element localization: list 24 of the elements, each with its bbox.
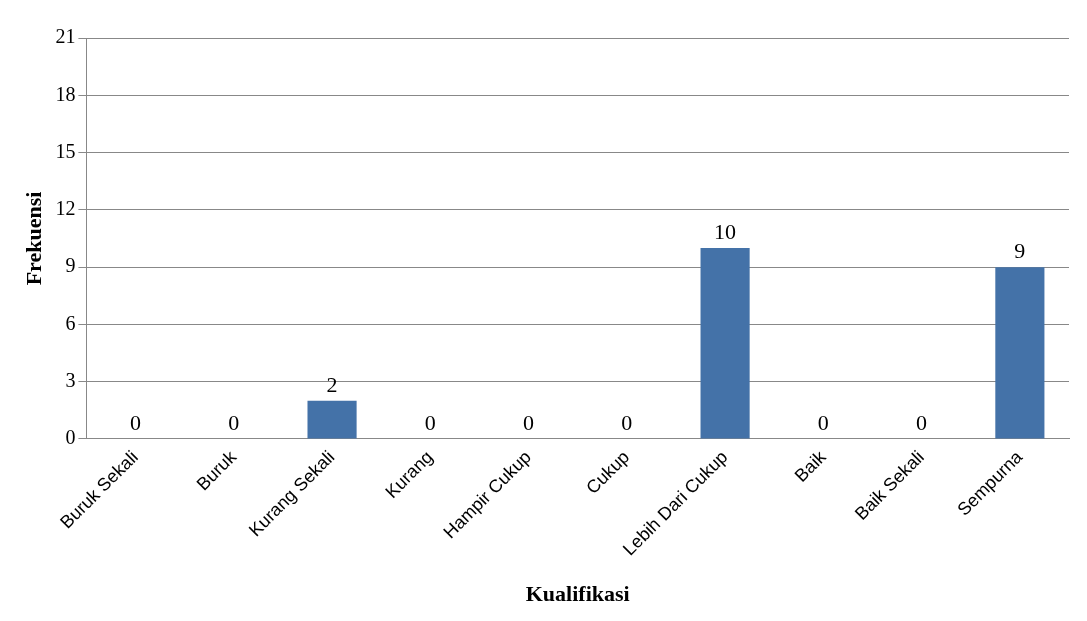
data-label: 10 [714, 218, 737, 244]
x-axis-title: Kualifikasi [525, 581, 630, 607]
data-label: 2 [326, 371, 338, 397]
y-tick-label: 0 [65, 426, 76, 449]
data-label: 0 [523, 409, 535, 435]
data-label: 0 [621, 409, 633, 435]
bar [995, 267, 1045, 439]
data-label: 0 [817, 409, 829, 435]
y-tick-label: 6 [65, 311, 76, 334]
bar [307, 400, 357, 439]
x-tick-label: Baik [790, 446, 831, 486]
y-axis-title: Frekuensi [20, 191, 46, 286]
y-tick-label: 18 [55, 82, 76, 105]
data-label: 0 [130, 409, 142, 435]
y-tick-label: 12 [55, 197, 76, 220]
y-tick-label: 15 [55, 139, 76, 162]
data-label: 0 [916, 409, 928, 435]
data-label: 0 [424, 409, 436, 435]
data-label: 9 [1014, 237, 1026, 263]
data-label: 0 [228, 409, 240, 435]
y-tick-label: 9 [65, 254, 76, 277]
y-tick-label: 21 [55, 25, 76, 48]
y-tick-label: 3 [65, 368, 76, 391]
bar [700, 248, 750, 439]
